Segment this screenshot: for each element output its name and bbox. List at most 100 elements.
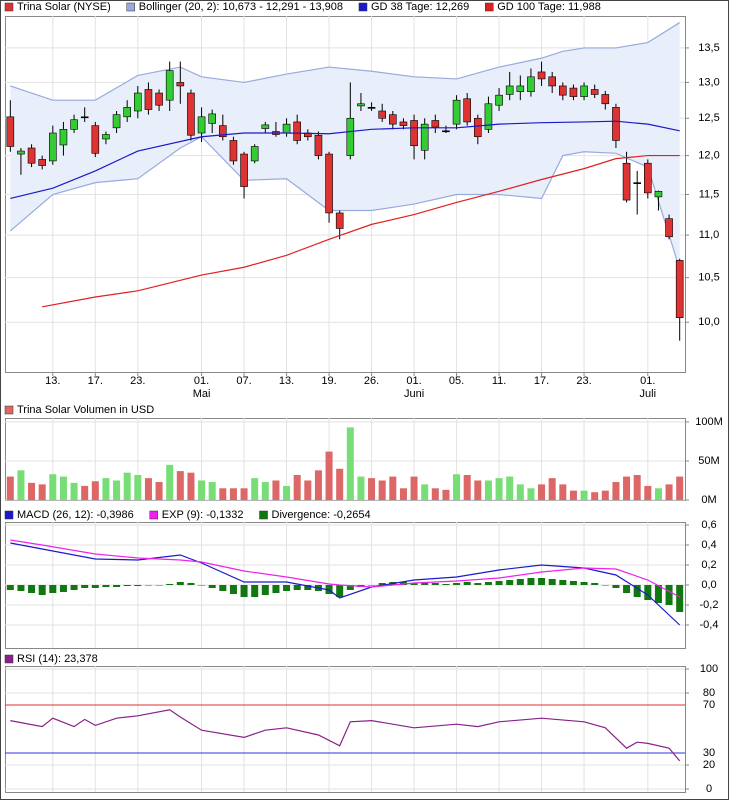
candle-body bbox=[80, 116, 89, 119]
divergence-bar bbox=[368, 585, 376, 586]
volume-bar bbox=[17, 470, 25, 500]
volume-bar bbox=[336, 468, 344, 500]
volume-bar bbox=[378, 480, 386, 500]
volume-bar bbox=[70, 482, 78, 500]
y-tick-label: 0,6 bbox=[701, 519, 716, 531]
candle-body bbox=[410, 120, 418, 147]
y-tick-label: 0,2 bbox=[701, 559, 716, 571]
volume-bar bbox=[229, 488, 237, 500]
divergence-bar bbox=[633, 585, 641, 597]
volume-bar bbox=[293, 475, 301, 500]
legend-swatch bbox=[358, 2, 368, 12]
divergence-bar bbox=[538, 578, 546, 585]
divergence-bar bbox=[81, 585, 89, 588]
candle-body bbox=[346, 117, 355, 156]
x-tick-label: 01. bbox=[194, 375, 209, 387]
volume-bar bbox=[644, 485, 652, 500]
y-tick-label: 20 bbox=[703, 759, 715, 771]
candle-body bbox=[633, 182, 641, 184]
divergence-bar bbox=[176, 582, 184, 585]
y-tick-label: 0,4 bbox=[701, 539, 716, 551]
y-tick-label: 13,0 bbox=[698, 76, 719, 88]
x-tick-label: 01. bbox=[406, 375, 421, 387]
divergence-bar bbox=[251, 585, 259, 597]
volume-bar bbox=[421, 484, 429, 500]
volume-bar bbox=[399, 488, 407, 500]
x-tick-label: 26. bbox=[364, 375, 379, 387]
candle-body bbox=[505, 85, 514, 95]
candle-body bbox=[569, 87, 578, 97]
divergence-bar bbox=[38, 585, 46, 595]
candle-body bbox=[17, 150, 25, 155]
candle-body bbox=[420, 123, 429, 151]
divergence-bar bbox=[293, 585, 301, 590]
divergence-bar bbox=[612, 585, 620, 588]
legend-label: RSI (14): 23,378 bbox=[17, 653, 98, 665]
divergence-bar bbox=[49, 585, 57, 593]
divergence-bar bbox=[665, 585, 673, 605]
candle-body bbox=[219, 125, 227, 138]
divergence-bar bbox=[453, 583, 461, 585]
volume-bar bbox=[166, 464, 174, 500]
candle-body bbox=[38, 159, 46, 166]
volume-bar bbox=[102, 478, 110, 500]
candle-body bbox=[612, 107, 620, 141]
volume-bar bbox=[219, 488, 227, 500]
volume-bar bbox=[389, 476, 397, 500]
divergence-bar bbox=[421, 582, 429, 585]
month-label: Mai bbox=[193, 388, 211, 400]
candle-body bbox=[49, 132, 57, 162]
x-tick-label: 07. bbox=[236, 375, 251, 387]
divergence-bar bbox=[198, 585, 206, 586]
candle-body bbox=[325, 153, 333, 214]
divergence-bar bbox=[219, 585, 227, 591]
volume-bar bbox=[81, 485, 89, 500]
volume-bar bbox=[325, 451, 333, 500]
volume-bar bbox=[198, 480, 206, 500]
volume-bar bbox=[91, 481, 99, 500]
divergence-bar bbox=[474, 583, 482, 585]
candle-body bbox=[442, 130, 450, 133]
candle-body bbox=[250, 146, 259, 162]
volume-bar bbox=[144, 478, 152, 500]
legend-swatch bbox=[149, 510, 159, 520]
divergence-bar bbox=[28, 585, 36, 593]
legend-swatch bbox=[259, 510, 268, 520]
month-label: Juli bbox=[640, 388, 657, 400]
divergence-bar bbox=[506, 580, 514, 585]
volume-bar bbox=[676, 476, 684, 500]
candle-body bbox=[590, 89, 599, 95]
y-tick-label: 11,0 bbox=[699, 229, 720, 241]
volume-bar bbox=[261, 482, 269, 500]
divergence-bar bbox=[283, 585, 291, 591]
candle-body bbox=[665, 218, 673, 238]
volume-bar bbox=[559, 484, 567, 500]
candle-body bbox=[314, 134, 323, 156]
candle-body bbox=[474, 117, 482, 138]
x-tick-label: 23. bbox=[130, 375, 145, 387]
volume-bar bbox=[665, 484, 673, 500]
divergence-bar bbox=[559, 580, 567, 585]
volume-bar bbox=[527, 488, 535, 500]
x-tick-label: 05. bbox=[449, 375, 464, 387]
y-tick-label: 10,5 bbox=[698, 272, 719, 284]
divergence-bar bbox=[569, 581, 577, 585]
candle-body bbox=[155, 92, 163, 106]
x-tick-label: 23. bbox=[576, 375, 591, 387]
legend-label: GD 100 Tage: 11,988 bbox=[497, 1, 601, 13]
candle-body bbox=[282, 123, 291, 134]
volume-bar bbox=[591, 492, 599, 500]
y-tick-label: 0 bbox=[706, 783, 712, 795]
divergence-bar bbox=[91, 585, 99, 588]
candle-body bbox=[134, 92, 142, 112]
series-line bbox=[10, 709, 681, 762]
volume-bar bbox=[453, 474, 461, 500]
divergence-bar bbox=[431, 583, 439, 585]
series-line bbox=[10, 120, 680, 200]
candle-body bbox=[123, 107, 131, 118]
y-tick-label: 12,5 bbox=[698, 112, 719, 124]
divergence-bar bbox=[166, 584, 174, 585]
candle-body bbox=[675, 260, 684, 318]
divergence-bar bbox=[495, 581, 503, 585]
